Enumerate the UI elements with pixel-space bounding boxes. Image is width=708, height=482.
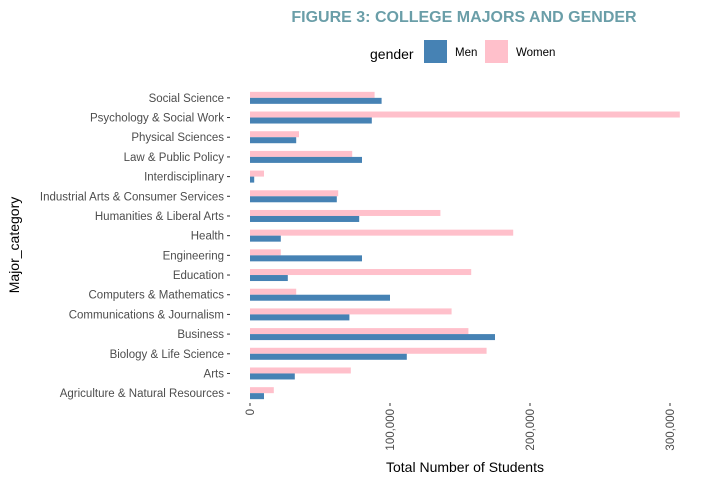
y-tick-label: Social Science [149,93,224,105]
bar-women-15 [250,387,274,394]
bar-men-14 [250,373,295,380]
bar-men-0 [250,97,382,104]
legend-label-women: Women [516,47,555,59]
y-tick-label: Psychology & Social Work [90,113,224,125]
y-tick-label: Engineering [163,250,224,262]
x-tick-label: 0 [245,409,257,415]
bar-women-12 [250,328,469,335]
y-tick-label: Computers & Mathematics [89,290,225,302]
bar-men-5 [250,196,337,203]
y-tick-label: Industrial Arts & Consumer Services [40,191,224,203]
bar-women-3 [250,150,353,157]
x-axis: 0 100,000 200,000 300,000 [245,403,677,451]
bar-men-13 [250,353,407,360]
bar-women-10 [250,288,297,295]
y-axis-title: Major_category [6,197,22,294]
bar-men-2 [250,137,297,144]
bar-men-4 [250,176,255,183]
bar-women-7 [250,229,514,236]
bar-men-8 [250,255,362,262]
bar-men-6 [250,215,360,222]
y-tick-label: Biology & Life Science [110,349,224,361]
legend-key-women [485,40,508,63]
bar-men-10 [250,294,390,301]
chart-title: FIGURE 3: COLLEGE MAJORS AND GENDER [291,9,637,26]
bar-women-0 [250,91,375,98]
y-tick-label: Agriculture & Natural Resources [60,388,225,400]
legend-label-men: Men [455,47,477,59]
bar-men-1 [250,117,372,124]
bar-men-12 [250,334,495,341]
y-tick-label: Health [191,231,224,243]
y-tick-label: Law & Public Policy [124,152,225,164]
y-tick-label: Communications & Journalism [69,309,224,321]
x-tick-label: 200,000 [525,409,537,451]
legend-title: gender [370,46,414,62]
legend-key-men [424,40,447,63]
bar-women-9 [250,269,472,276]
legend: gender Men Women [370,40,555,63]
bar-women-6 [250,209,441,216]
bar-women-14 [250,367,351,374]
bar-women-8 [250,249,281,256]
y-tick-label: Interdisciplinary [144,172,224,184]
x-tick-label: 100,000 [385,409,397,451]
bar-women-1 [250,111,680,118]
y-tick-label: Business [177,329,224,341]
bar-women-4 [250,170,264,177]
y-tick-label: Arts [204,368,225,380]
bar-men-3 [250,156,362,163]
bar-women-5 [250,190,339,197]
bars [250,91,680,400]
y-tick-label: Physical Sciences [131,132,224,144]
bar-men-11 [250,314,350,321]
bar-men-9 [250,275,288,282]
x-axis-title: Total Number of Students [386,459,544,475]
y-tick-label: Education [173,270,224,282]
bar-women-2 [250,131,299,138]
y-axis: Social Science Psychology & Social Work Ph… [40,93,230,400]
bar-women-11 [250,308,452,315]
y-tick-label: Humanities & Liberal Arts [95,211,224,223]
bar-women-13 [250,347,487,354]
x-tick-label: 300,000 [665,409,677,451]
bar-men-7 [250,235,281,242]
bar-men-15 [250,393,264,400]
